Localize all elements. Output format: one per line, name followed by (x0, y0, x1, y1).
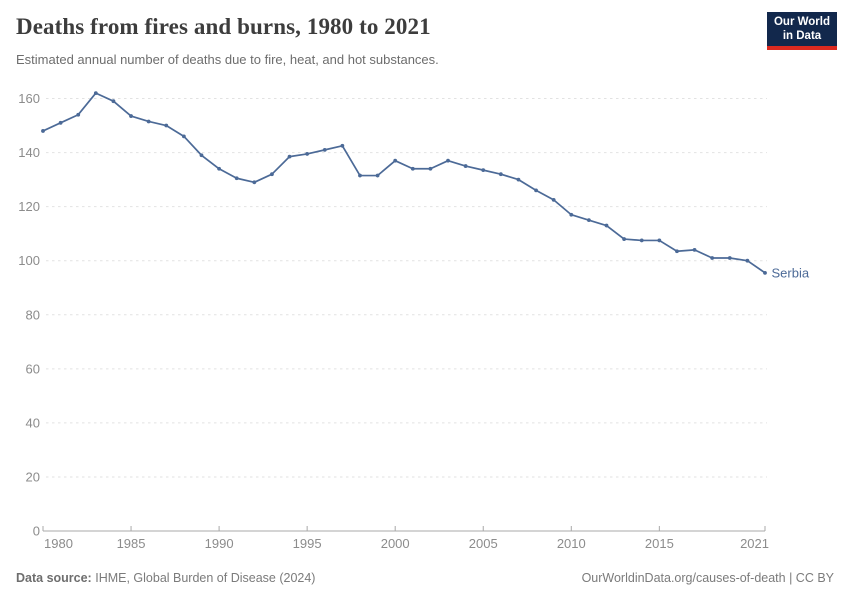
x-axis-tick-label: 1990 (205, 536, 234, 551)
data-point[interactable] (498, 172, 503, 177)
data-point[interactable] (199, 153, 204, 158)
y-axis-tick-label: 160 (18, 91, 40, 106)
data-point[interactable] (763, 270, 767, 275)
data-source-value: IHME, Global Burden of Disease (2024) (95, 571, 316, 585)
data-point[interactable] (252, 180, 257, 185)
data-point[interactable] (164, 123, 169, 128)
owid-logo-line2: in Data (782, 30, 822, 42)
data-source-note: Data source: IHME, Global Burden of Dise… (16, 571, 315, 585)
data-point[interactable] (639, 238, 644, 243)
data-point[interactable] (146, 119, 151, 124)
page-subtitle: Estimated annual number of deaths due to… (16, 52, 439, 67)
data-point[interactable] (604, 223, 609, 228)
y-axis-tick-label: 60 (26, 361, 40, 376)
y-axis-tick-label: 80 (26, 307, 40, 322)
data-point[interactable] (393, 158, 398, 163)
data-point[interactable] (340, 143, 345, 148)
series-line[interactable] (42, 92, 766, 274)
data-point[interactable] (428, 166, 433, 171)
y-axis-tick-label: 100 (18, 253, 40, 268)
data-point[interactable] (287, 154, 292, 159)
data-point[interactable] (587, 218, 591, 223)
data-point[interactable] (58, 120, 63, 125)
data-point[interactable] (410, 166, 415, 171)
series-end-label[interactable]: Serbia (772, 265, 810, 280)
data-point[interactable] (305, 152, 310, 156)
y-axis-tick-label: 140 (18, 145, 40, 160)
data-point[interactable] (358, 173, 362, 178)
data-point[interactable] (234, 176, 239, 181)
data-point[interactable] (692, 247, 697, 252)
y-axis-tick-label: 40 (26, 415, 40, 430)
x-axis-tick-label: 1995 (293, 536, 322, 551)
x-axis-tick-label: 2021 (740, 536, 769, 551)
data-source-label: Data source: (16, 571, 92, 585)
data-point[interactable] (375, 173, 380, 178)
data-point[interactable] (446, 158, 450, 163)
data-point[interactable] (270, 172, 274, 177)
credit-link[interactable]: OurWorldinData.org/causes-of-death | CC … (581, 571, 834, 585)
data-point[interactable] (181, 134, 186, 139)
data-point[interactable] (93, 91, 98, 95)
data-point[interactable] (569, 212, 574, 217)
data-point[interactable] (111, 99, 116, 104)
x-axis-tick-label: 2015 (645, 536, 674, 551)
data-point[interactable] (657, 238, 662, 243)
data-point[interactable] (129, 114, 133, 118)
x-axis-tick-label: 2000 (381, 536, 410, 551)
y-axis-tick-label: 120 (18, 199, 40, 214)
x-axis-tick-label: 1985 (117, 536, 146, 551)
x-axis-tick-label: 2010 (557, 536, 586, 551)
data-point[interactable] (727, 256, 732, 260)
page-title: Deaths from fires and burns, 1980 to 202… (16, 14, 431, 39)
data-point[interactable] (481, 168, 486, 173)
y-axis-tick-label: 20 (26, 469, 40, 484)
data-point[interactable] (534, 188, 538, 193)
data-point[interactable] (745, 258, 750, 263)
data-point[interactable] (551, 197, 556, 202)
data-point[interactable] (217, 166, 221, 171)
data-point[interactable] (463, 164, 468, 168)
data-point[interactable] (710, 256, 715, 260)
y-axis-tick-label: 0 (33, 524, 40, 539)
data-point[interactable] (322, 147, 327, 152)
data-point[interactable] (516, 177, 521, 182)
data-point[interactable] (41, 129, 45, 133)
data-point[interactable] (76, 112, 81, 117)
x-axis-tick-label: 2005 (469, 536, 498, 551)
x-axis-tick-label: 1980 (44, 536, 73, 551)
owid-logo-line1: Our World (773, 15, 830, 28)
data-point[interactable] (622, 237, 627, 241)
data-point[interactable] (675, 249, 679, 254)
owid-logo: Our World in Data (767, 12, 837, 50)
